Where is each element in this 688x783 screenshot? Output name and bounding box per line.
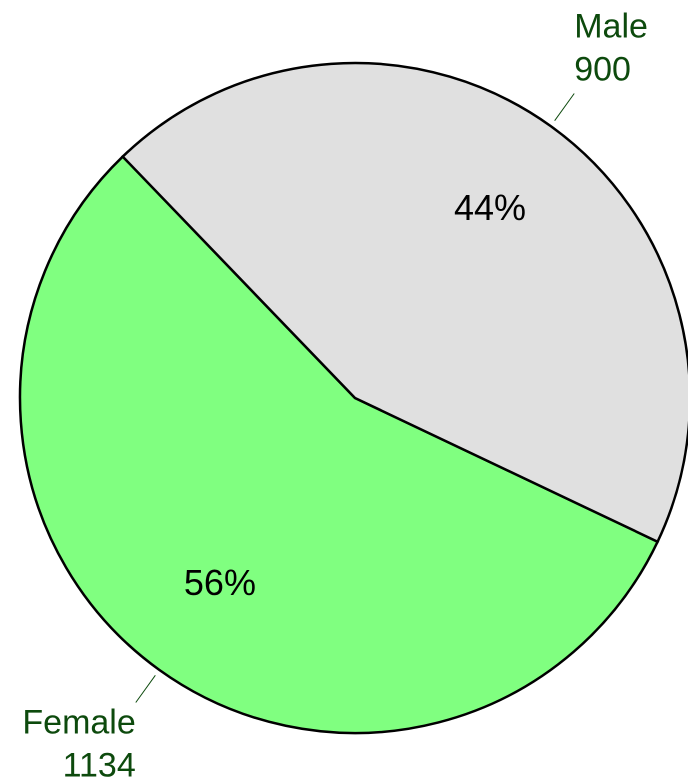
leader-line — [135, 675, 156, 703]
value-label: 1134 — [63, 746, 136, 783]
category-label: Female — [22, 703, 135, 741]
pie-slice — [18, 154, 660, 735]
pie-slice — [120, 61, 688, 544]
category-label: Male — [574, 7, 648, 45]
value-label: 900 — [574, 50, 631, 88]
leader-line — [554, 93, 575, 121]
percent-label: 56% — [184, 562, 256, 603]
percent-label: 44% — [454, 187, 526, 228]
